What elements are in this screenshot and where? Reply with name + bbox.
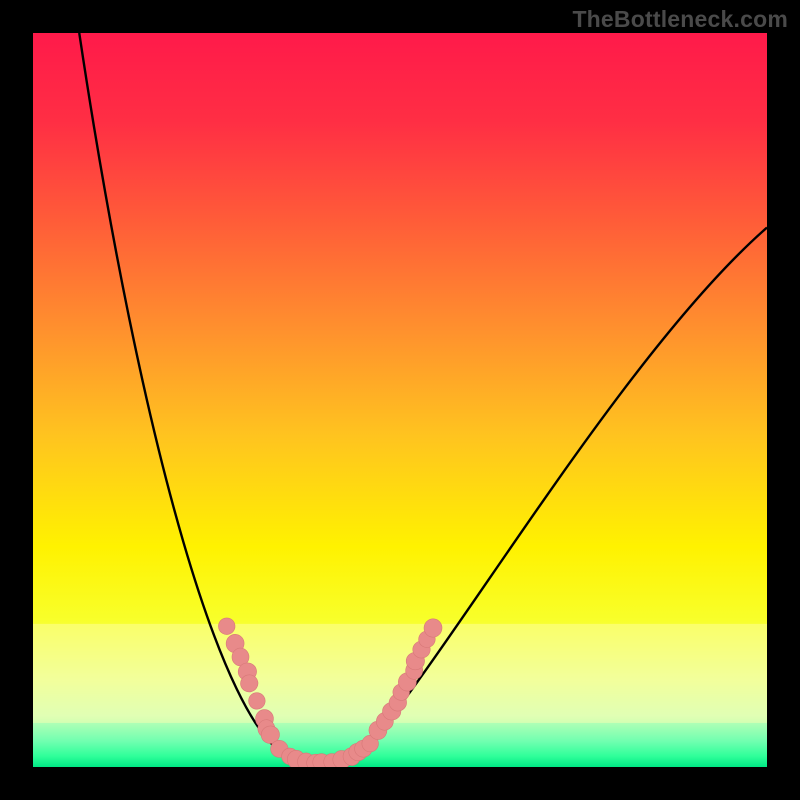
- bottleneck-plot: [0, 0, 800, 800]
- chart-frame: TheBottleneck.com: [0, 0, 800, 800]
